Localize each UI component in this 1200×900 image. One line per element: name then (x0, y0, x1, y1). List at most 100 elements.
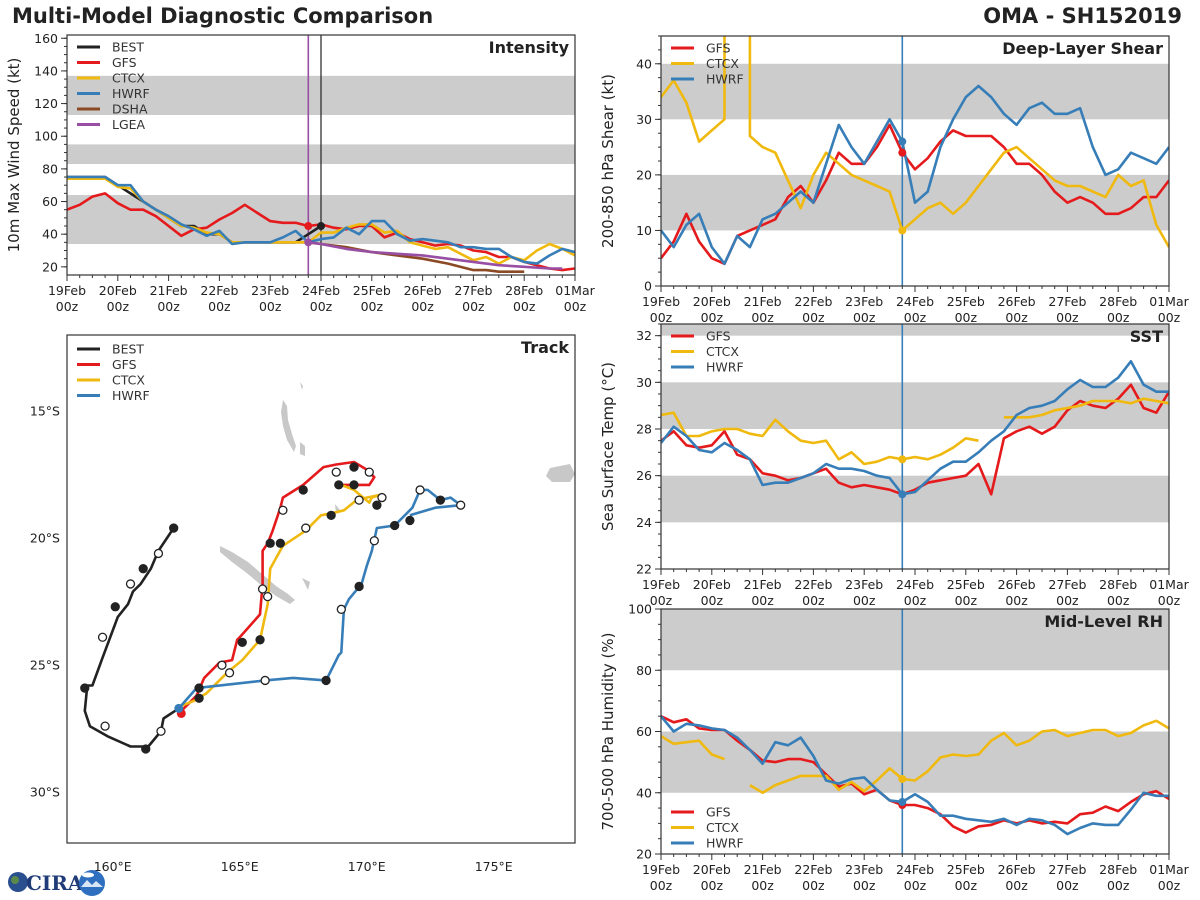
series-line-ctcx (661, 734, 725, 761)
series-line-hwrf (661, 84, 1169, 266)
x-tick-label: 21Feb (744, 862, 782, 877)
x-tick-label: 01Mar (555, 283, 595, 298)
x-tick-label: 27Feb (1048, 294, 1086, 309)
track-point-filled (194, 693, 204, 703)
x-tick-label: 26Feb (998, 294, 1036, 309)
series-line-ctcx-2 (749, 719, 1169, 795)
track-point-open (336, 604, 346, 614)
y-tick-label: 20 (636, 167, 652, 182)
x-tick-label: 165°E (221, 859, 259, 874)
panel-title: Track (521, 338, 569, 357)
x-tick-label: 00z (955, 878, 978, 893)
x-tick-label: 00z (955, 593, 978, 608)
shaded-band (661, 609, 1169, 671)
shear-chart: 19Feb00z20Feb00z21Feb00z22Feb00z23Feb00z… (599, 35, 1190, 325)
series-group (661, 715, 1169, 836)
x-tick-label: 00z (751, 310, 774, 325)
track-point-open (224, 668, 235, 678)
track-point-open (369, 536, 379, 546)
map-frame (66, 334, 576, 844)
x-tick-label: 19Feb (48, 283, 86, 298)
legend-label-ctcx: CTCX (706, 820, 739, 835)
track-line-gfs (180, 460, 376, 712)
legend-label-hwrf: HWRF (706, 72, 744, 87)
x-tick-label: 26Feb (404, 283, 442, 298)
track-point-filled (349, 462, 359, 472)
marker-lgea (304, 238, 313, 247)
x-tick-label: 00z (107, 299, 130, 314)
track-point-filled (237, 637, 247, 647)
y-tick-label: 30°S (30, 785, 60, 800)
land-island (300, 382, 303, 390)
track-point-open (217, 660, 227, 670)
x-tick-label: 21Feb (744, 577, 782, 592)
marker-best (317, 222, 325, 231)
y-tick-label: 160 (34, 31, 58, 46)
x-tick-label: 28Feb (505, 283, 543, 298)
x-tick-label: 27Feb (1048, 862, 1086, 877)
series-line-ctcx-2 (1003, 397, 1169, 419)
track-point-filled (275, 538, 286, 548)
track-point-filled (372, 500, 382, 510)
x-tick-label: 00z (1005, 310, 1028, 325)
marker-hwrf (898, 490, 907, 499)
x-tick-label: 170°E (348, 859, 386, 874)
y-tick-label: 30 (636, 112, 652, 127)
panel-title: Deep-Layer Shear (1002, 39, 1163, 58)
x-tick-label: 00z (650, 593, 673, 608)
track-point-open (100, 721, 110, 731)
track-point-open (156, 726, 166, 736)
x-tick-label: 22Feb (794, 862, 832, 877)
track-point-open (263, 591, 273, 602)
series-line-ctcx (661, 36, 1169, 248)
y-tick-label: 60 (42, 194, 58, 209)
legend-label-hwrf: HWRF (112, 388, 150, 403)
x-tick-label: 00z (955, 310, 978, 325)
x-tick-label: 19Feb (642, 577, 680, 592)
y-tick-label: 30 (636, 375, 652, 390)
x-tick-label: 00z (802, 878, 825, 893)
x-tick-label: 24Feb (302, 283, 340, 298)
x-tick-label: 00z (701, 878, 724, 893)
y-tick-label: 26 (636, 468, 652, 483)
track-point-open (125, 579, 136, 589)
y-tick-label: 40 (636, 785, 652, 800)
x-tick-label: 00z (1158, 878, 1181, 893)
y-tick-label: 28 (636, 422, 652, 437)
x-tick-label: 22Feb (200, 283, 238, 298)
x-tick-label: 24Feb (896, 862, 934, 877)
x-tick-label: 00z (853, 878, 876, 893)
x-tick-label: 00z (56, 299, 79, 314)
y-tick-label: 120 (34, 96, 58, 111)
track-line-hwrf (177, 488, 463, 710)
x-tick-label: 00z (1107, 878, 1130, 893)
y-tick-label: 140 (34, 63, 58, 78)
track-point-open (153, 548, 164, 559)
x-tick-label: 25Feb (947, 862, 985, 877)
x-tick-label: 00z (1005, 593, 1028, 608)
x-tick-label: 160°E (94, 859, 132, 874)
logo-text: CIRA (26, 871, 84, 895)
panel-title: Intensity (489, 38, 570, 57)
x-tick-label: 25Feb (947, 294, 985, 309)
legend-label-best: BEST (112, 40, 144, 55)
x-tick-label: 28Feb (1099, 577, 1137, 592)
x-tick-label: 25Feb (353, 283, 391, 298)
x-tick-label: 24Feb (896, 294, 934, 309)
y-tick-label: 15°S (30, 404, 60, 419)
x-tick-label: 19Feb (642, 862, 680, 877)
cira-logo: CIRA (8, 870, 105, 896)
rh-chart: 19Feb00z20Feb00z21Feb00z22Feb00z23Feb00z… (599, 602, 1190, 894)
x-tick-label: 28Feb (1099, 294, 1137, 309)
track-point-filled (334, 480, 344, 490)
land-island (546, 464, 575, 482)
y-tick-label: 40 (42, 227, 58, 242)
x-tick-label: 21Feb (150, 283, 188, 298)
y-tick-label: 20 (636, 847, 652, 862)
x-tick-label: 00z (361, 299, 384, 314)
shaded-band (661, 731, 1169, 793)
y-axis-label: 10m Max Wind Speed (kt) (5, 58, 23, 253)
series-line-hwrf (661, 715, 1169, 836)
track-point-filled (194, 683, 204, 693)
track-start-marker-hwrf (174, 703, 184, 713)
